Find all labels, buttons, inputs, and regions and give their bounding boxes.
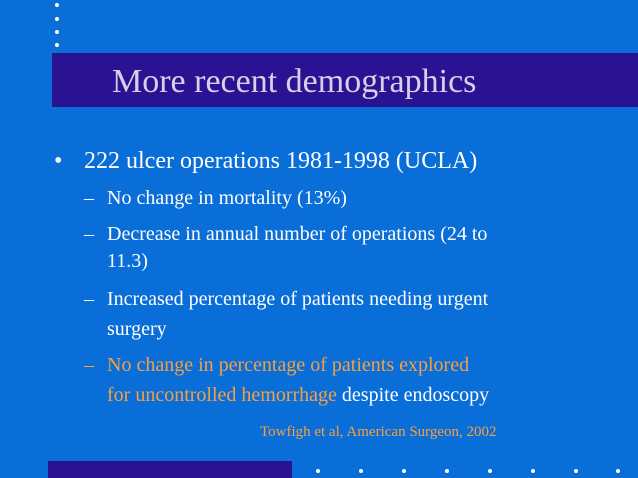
- sub-bullet-4-line-2-highlight: for uncontrolled hemorrhage: [107, 384, 337, 406]
- decorative-dot: [55, 43, 59, 47]
- sub-bullet-4-line-2: for uncontrolled hemorrhage despite endo…: [107, 383, 489, 408]
- citation: Towfigh et al, American Surgeon, 2002: [260, 424, 497, 440]
- sub-bullet-dash: –: [84, 354, 94, 376]
- decorative-dot: [55, 17, 59, 21]
- sub-bullet-4-line-2-rest: despite endoscopy: [336, 384, 490, 406]
- slide-title: More recent demographics: [112, 63, 477, 100]
- sub-bullet-1-text: No change in mortality (13%): [107, 187, 347, 209]
- sub-bullet-4-line-1: No change in percentage of patients expl…: [107, 354, 470, 376]
- sub-bullet-dash: –: [84, 288, 94, 310]
- sub-bullet-2-line-2: 11.3): [107, 250, 148, 272]
- decorative-dot: [531, 469, 535, 473]
- decorative-dot: [55, 3, 59, 7]
- decorative-dot: [574, 469, 578, 473]
- decorative-dot: [488, 469, 492, 473]
- sub-bullet-dash: –: [84, 223, 94, 245]
- main-bullet-text: 222 ulcer operations 1981-1998 (UCLA): [84, 148, 478, 174]
- decorative-dot: [402, 469, 406, 473]
- decorative-dot: [316, 469, 320, 473]
- sub-bullet-dash: –: [84, 187, 94, 209]
- bottom-bar: [48, 461, 292, 478]
- decorative-dot: [616, 469, 620, 473]
- sub-bullet-2-line-1: Decrease in annual number of operations …: [107, 223, 488, 245]
- decorative-dot: [445, 469, 449, 473]
- bullet-mark: •: [54, 148, 63, 174]
- title-bar: [52, 53, 638, 107]
- sub-bullet-3-line-2: surgery: [107, 318, 167, 340]
- sub-bullet-3-line-1: Increased percentage of patients needing…: [107, 288, 489, 310]
- decorative-dot: [55, 30, 59, 34]
- decorative-dot: [359, 469, 363, 473]
